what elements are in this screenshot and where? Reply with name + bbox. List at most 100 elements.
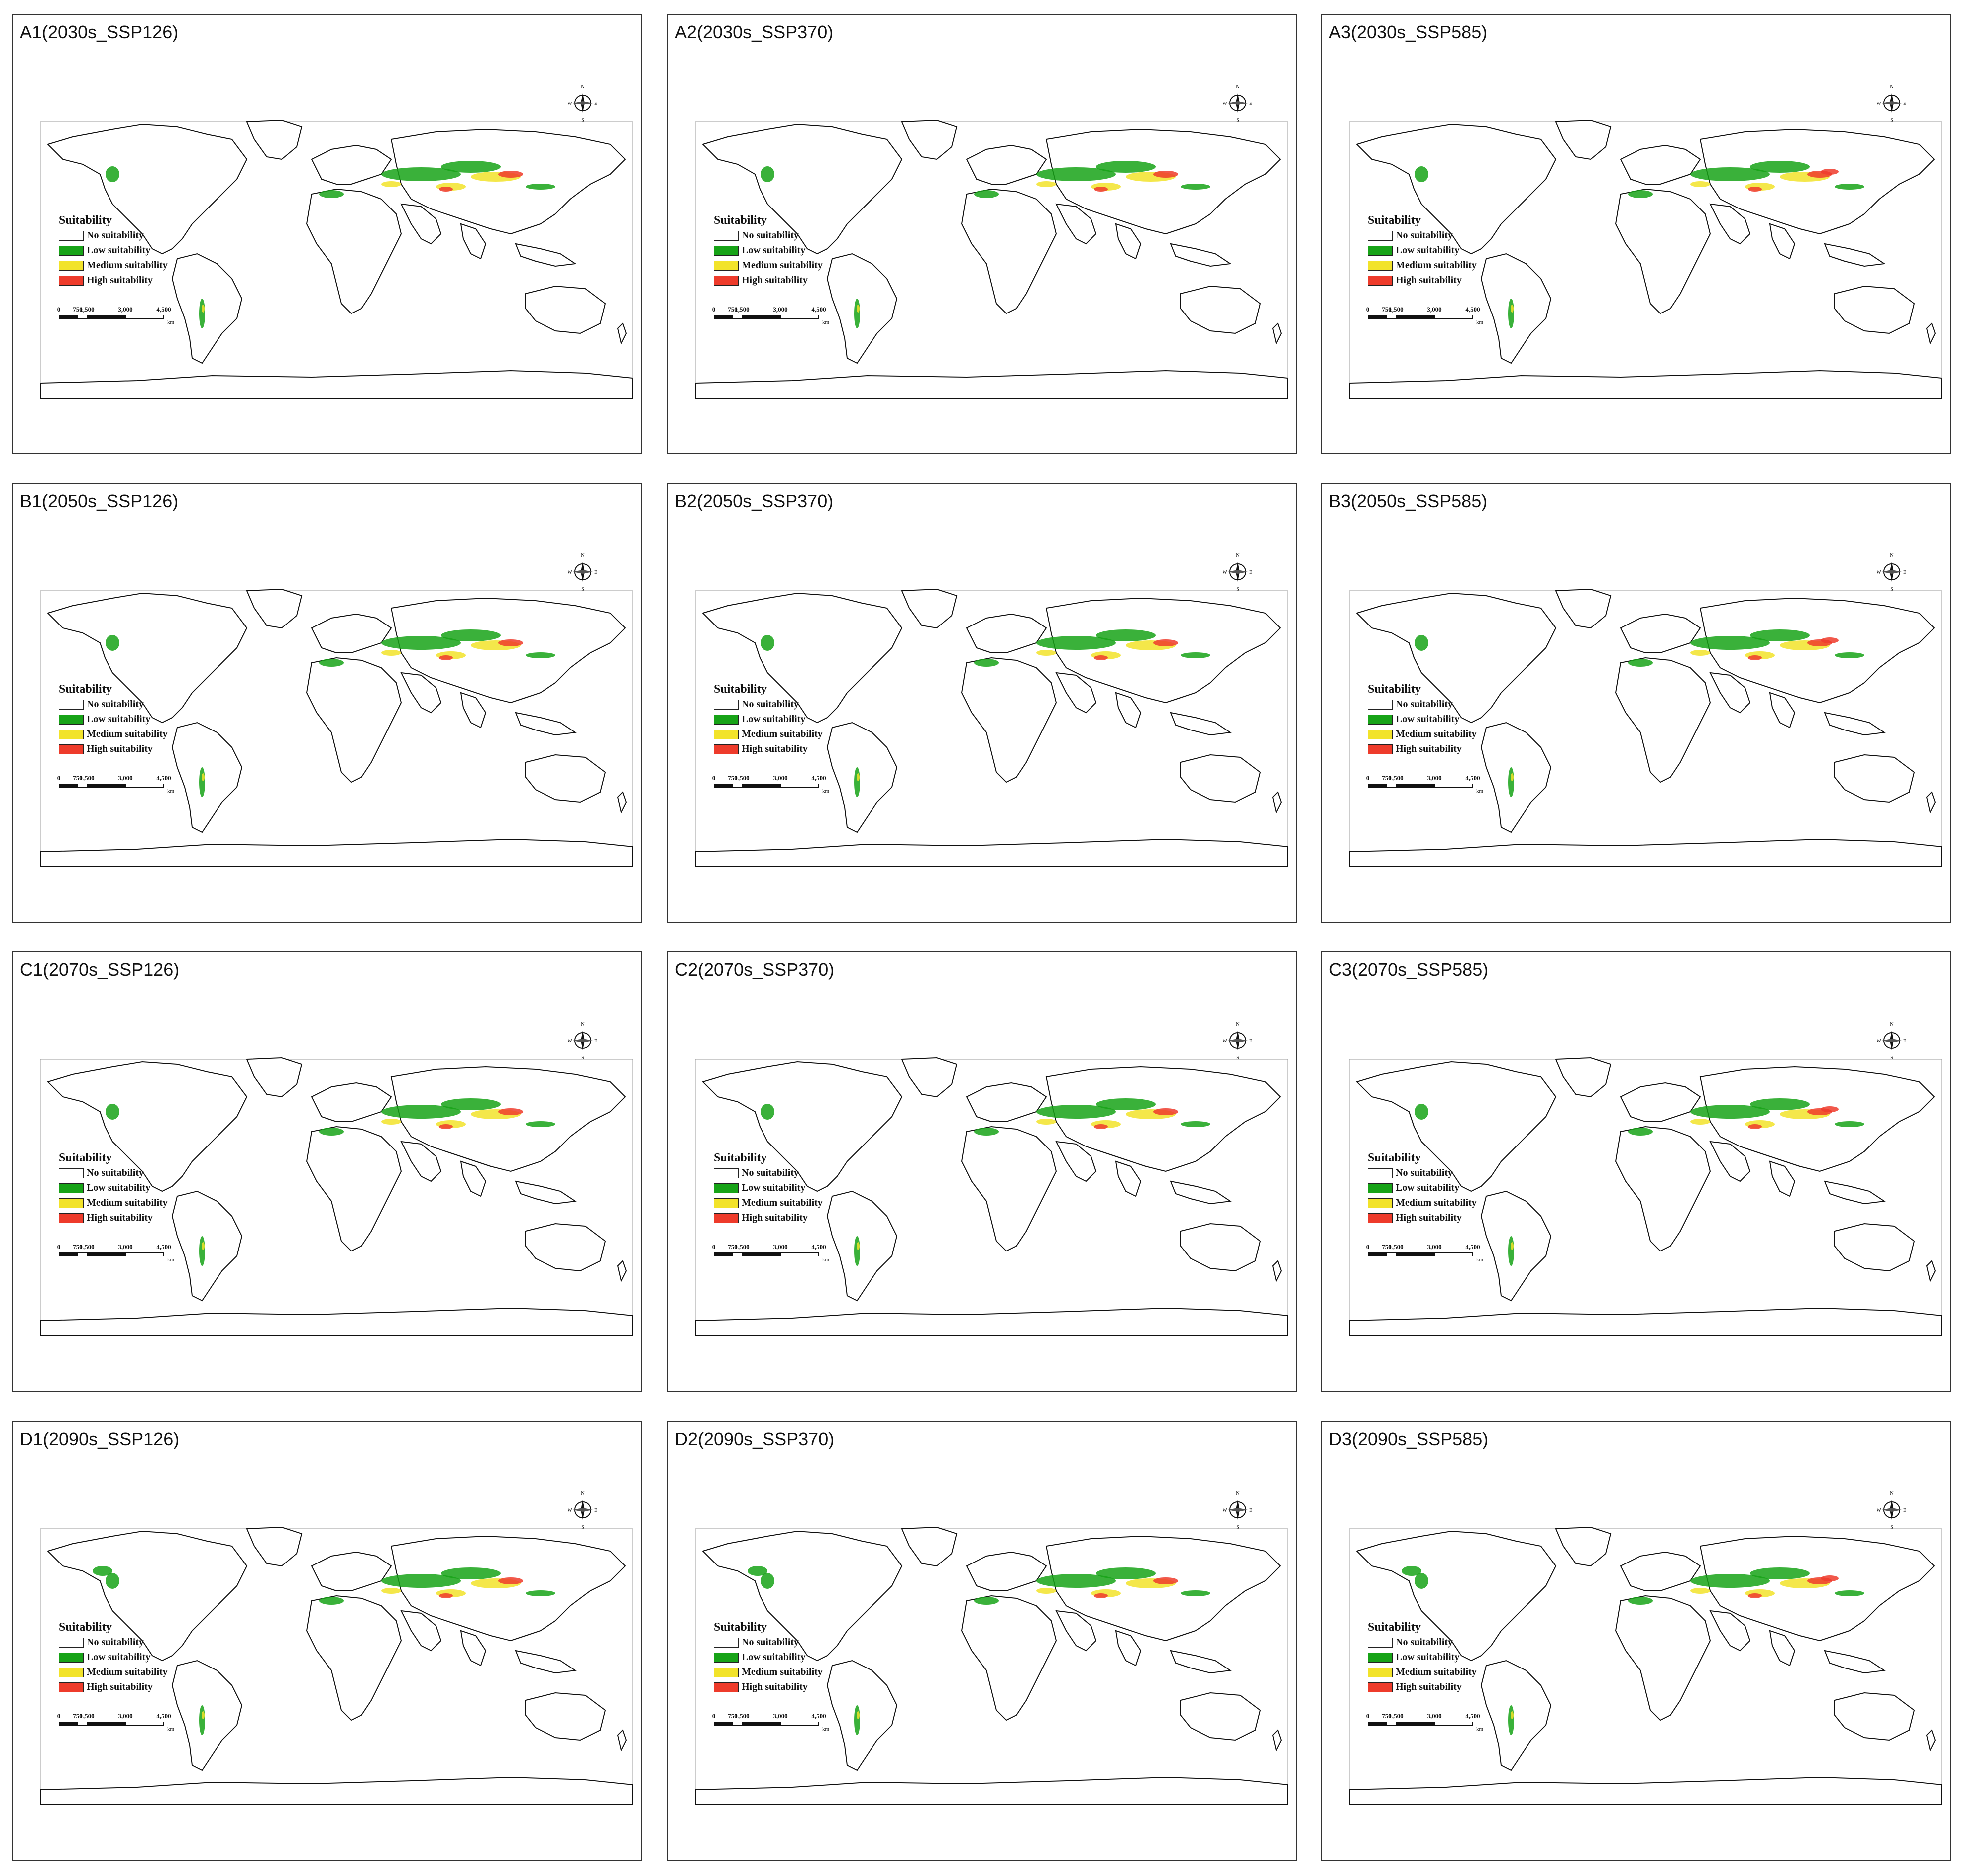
legend-label: Medium suitability — [87, 1667, 168, 1677]
legend-swatch — [1368, 715, 1393, 725]
land-outline — [966, 613, 1047, 653]
scale-tick-label: 4,500 — [156, 306, 171, 313]
compass-n-label: N — [1236, 84, 1239, 90]
scale-tick-label: 0 — [1366, 774, 1370, 782]
land-outline — [311, 1082, 392, 1122]
legend-label: No suitability — [87, 230, 144, 241]
legend-swatch — [714, 276, 739, 286]
scale-bar: 0 750 1,500 3,000 4,500 km — [57, 774, 174, 794]
scale-segment — [1368, 784, 1387, 788]
suitability-patch — [1690, 181, 1710, 187]
land-outline — [1699, 1535, 1935, 1642]
suitability-patch — [1511, 1242, 1514, 1250]
land-outline — [400, 1610, 442, 1652]
land-outline — [47, 1530, 248, 1662]
land-outline — [1170, 712, 1232, 736]
suitability-patch — [1748, 187, 1762, 192]
scale-segment — [1396, 315, 1434, 319]
scale-tick-label: 750 — [73, 1243, 83, 1251]
suitability-patch — [1748, 1593, 1762, 1598]
suitability-patch — [1750, 1098, 1810, 1110]
scale-bar: 0 750 1,500 3,000 4,500 km — [1366, 774, 1483, 794]
suitability-patch — [93, 1566, 112, 1576]
suitability-patch — [854, 299, 860, 328]
suitability-patch — [106, 1104, 119, 1120]
scale-tick-label: 1,500 — [1389, 774, 1404, 782]
legend-label: Medium suitability — [1396, 1197, 1477, 1208]
suitability-patch — [1628, 1597, 1653, 1605]
legend-label: Low suitability — [742, 245, 806, 256]
land-outline — [525, 754, 606, 803]
land-outline — [702, 123, 903, 255]
legend-label: Low suitability — [1396, 1652, 1460, 1663]
compass-rose-icon: N S E W — [1223, 84, 1252, 122]
suitability-patch — [1835, 652, 1864, 658]
map-panel: C1(2070s_SSP126) N S E W Suitability No suitab… — [12, 951, 642, 1392]
scale-segment — [87, 784, 125, 788]
suitability-patch — [1036, 181, 1056, 187]
legend-swatch — [1368, 1198, 1393, 1208]
scale-segment — [742, 315, 780, 319]
panel-title: B3(2050s_SSP585) — [1329, 491, 1488, 511]
scale-segment — [78, 784, 87, 788]
land-outline — [1699, 597, 1935, 704]
suitability-patch — [1508, 1705, 1514, 1735]
compass-w-label: W — [568, 570, 572, 575]
scale-unit: km — [1476, 1257, 1484, 1263]
scale-segment — [1387, 1722, 1396, 1726]
legend-swatch — [714, 1198, 739, 1208]
land-outline — [695, 1776, 1288, 1805]
legend-label: Medium suitability — [87, 729, 168, 739]
land-outline — [901, 588, 958, 629]
panel-title: D3(2090s_SSP585) — [1329, 1429, 1489, 1449]
land-outline — [1170, 1180, 1232, 1205]
land-outline — [1834, 285, 1915, 334]
suitability-patch — [441, 1567, 501, 1579]
suitability-patch — [1402, 1566, 1421, 1576]
land-outline — [826, 253, 898, 364]
scale-tick-label: 0 — [1366, 306, 1370, 313]
legend-swatch — [59, 1668, 84, 1677]
land-outline — [695, 1307, 1288, 1336]
world-map — [695, 588, 1288, 867]
land-outline — [515, 243, 577, 267]
scale-bar: 0 750 1,500 3,000 4,500 km — [1366, 1243, 1484, 1263]
land-outline — [1180, 285, 1261, 334]
legend-label: No suitability — [742, 699, 799, 710]
map-panel: B2(2050s_SSP370) N S E W Suitability No suitab… — [667, 483, 1297, 923]
legend-label: No suitability — [87, 1167, 144, 1178]
land-outline — [246, 1526, 303, 1567]
land-outline — [966, 1082, 1047, 1122]
suitability-patch — [1748, 1124, 1762, 1129]
suitability-patch — [1690, 1574, 1770, 1588]
suitability-patch — [498, 1577, 523, 1584]
suitability-patch — [974, 1597, 999, 1605]
legend-label: High suitability — [742, 1212, 808, 1223]
suitability-patch — [1690, 1119, 1710, 1125]
suitability-patch — [1835, 184, 1864, 190]
land-outline — [47, 123, 248, 255]
compass-rose-icon: N S E W — [568, 84, 597, 122]
scale-segment — [742, 1252, 780, 1256]
legend-swatch — [714, 1653, 739, 1663]
world-map — [40, 1057, 633, 1336]
compass-s-label: S — [1236, 118, 1239, 122]
suitability-patch — [202, 773, 205, 781]
land-outline — [40, 838, 633, 867]
suitability-patch — [1036, 1105, 1116, 1119]
panel-title: A2(2030s_SSP370) — [675, 22, 834, 42]
scale-bar: 0 750 1,500 3,000 4,500 km — [57, 1712, 174, 1732]
panel-title: A1(2030s_SSP126) — [20, 22, 179, 42]
scale-tick-label: 1,500 — [1389, 306, 1404, 313]
compass-e-label: E — [594, 1508, 597, 1513]
land-outline — [525, 1692, 606, 1741]
legend-swatch — [59, 1168, 84, 1178]
suitability-patch — [1835, 1121, 1864, 1127]
land-outline — [901, 1526, 958, 1567]
compass-n-label: N — [1236, 1491, 1239, 1496]
land-outline — [1480, 722, 1552, 833]
land-outline — [961, 657, 1057, 783]
world-map — [695, 119, 1288, 399]
legend-swatch — [1368, 1168, 1393, 1178]
scale-segment — [125, 315, 164, 319]
